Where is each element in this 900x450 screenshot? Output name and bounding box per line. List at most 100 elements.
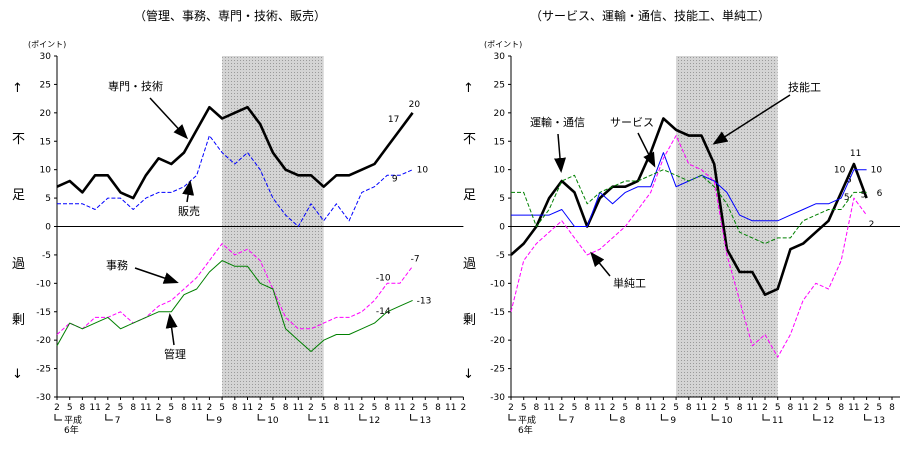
right-x-tick-label: 2 [864, 403, 870, 413]
annotation-transport-communication: 運輸・通信 [530, 115, 585, 129]
left-down-arrow: ↓ [12, 367, 23, 382]
left-year-label: 12 [369, 416, 380, 426]
arrow-service [637, 132, 656, 168]
left-x-tick-label: 2 [54, 403, 60, 413]
left-x-tick-label: 2 [359, 403, 365, 413]
right-x-tick-label: 2 [762, 403, 768, 413]
left-year-label: 10 [267, 416, 279, 426]
left-series-1-end-label: 10 [417, 166, 429, 176]
left-year-bracket [105, 414, 113, 421]
left-year-label: 11 [318, 416, 329, 426]
arrow-sales [182, 180, 195, 203]
left-series-3-end-label: -13 [417, 296, 432, 306]
left-x-tick-label: 11 [191, 403, 202, 413]
left-y-tick-label: 10 [40, 166, 52, 176]
left-x-tick-label: 8 [130, 403, 136, 413]
right-x-tick-label: 11 [543, 403, 554, 413]
right-year-bracket [660, 414, 669, 421]
left-y-tick-label: 20 [40, 109, 52, 119]
left-year-bracket [54, 414, 62, 421]
right-year-bracket [711, 414, 720, 421]
left-x-tick-label: 2 [257, 403, 263, 413]
right-x-tick-label: 8 [889, 403, 895, 413]
left-x-tick-label: 8 [80, 403, 86, 413]
right-unit-label: (ポイント) [484, 40, 522, 49]
right-surplus-label-1: 過 [463, 257, 476, 272]
right-series-0-end-label: 6 [877, 189, 883, 199]
right-x-tick-label: 2 [813, 403, 819, 413]
left-y-tick-label: -15 [36, 308, 51, 318]
right-series-0-prev-label: 11 [850, 149, 861, 159]
left-x-tick-label: 2 [461, 403, 467, 413]
right-year-label: 平成 [518, 414, 536, 426]
right-x-tick-label: 5 [622, 403, 628, 413]
left-x-tick-label: 2 [410, 403, 416, 413]
right-x-tick-label: 8 [788, 403, 794, 413]
left-x-tick-label: 11 [242, 403, 253, 413]
right-x-tick-label: 11 [696, 403, 707, 413]
left-x-tick-label: 2 [308, 403, 314, 413]
left-y-tick-label: -10 [36, 279, 51, 289]
right-y-tick-label: 10 [494, 166, 506, 176]
left-y-tick-label: 30 [40, 52, 52, 62]
right-year-bracket [508, 414, 516, 421]
left-surplus-label-2: 剰 [12, 313, 25, 328]
left-year-label: 8 [166, 416, 172, 426]
right-y-tick-label: 30 [494, 52, 506, 62]
right-x-tick-label: 8 [737, 403, 743, 413]
left-series-1 [57, 135, 413, 227]
right-series-3-prev-label: 5 [844, 193, 850, 203]
left-year-bracket [359, 414, 367, 421]
right-year-bracket [864, 414, 872, 421]
left-series-3 [56, 260, 413, 352]
right-y-tick-label: -15 [490, 308, 505, 318]
right-year-bracket [559, 414, 567, 421]
left-x-tick-label: 2 [105, 403, 111, 413]
annotation-sales: 販売 [178, 205, 200, 218]
right-series-1-prev-label: 10 [834, 166, 846, 176]
right-x-tick-label: 5 [876, 403, 882, 413]
left-x-tick-label: 5 [321, 403, 327, 413]
left-series-2-prev-label: -10 [376, 273, 391, 283]
left-x-tick-label: 11 [293, 403, 304, 413]
right-x-tick-label: 11 [747, 403, 758, 413]
right-y-tick-label: 20 [494, 109, 506, 119]
right-year-bracket [813, 414, 821, 421]
left-y-tick-label: 0 [45, 223, 51, 233]
left-series-0-prev-label: 17 [388, 115, 399, 125]
left-year-bracket [410, 414, 418, 421]
left-y-tick-label: -20 [36, 336, 51, 346]
right-series-2-prev-label: 6 [846, 175, 852, 185]
arrow-management [165, 313, 178, 346]
left-x-tick-label: 2 [207, 403, 213, 413]
right-year-label: 12 [823, 416, 834, 426]
left-series-0-end-label: 20 [409, 100, 421, 110]
left-x-tick-label: 5 [270, 403, 276, 413]
right-x-tick-label: 5 [724, 403, 730, 413]
right-x-tick-label: 11 [594, 403, 605, 413]
right-x-tick-label: 8 [635, 403, 641, 413]
left-year-bracket [206, 414, 215, 421]
left-x-tick-label: 8 [181, 403, 187, 413]
right-year-bracket [610, 414, 618, 421]
left-x-tick-label: 5 [168, 403, 174, 413]
right-x-tick-label: 2 [508, 403, 514, 413]
left-x-tick-label: 8 [232, 403, 238, 413]
right-chart-title: （サービス、運輸・通信、技能工、単純工） [530, 8, 770, 23]
right-down-arrow: ↓ [463, 367, 474, 382]
arrow-unskilled-workers [590, 251, 611, 277]
left-x-tick-label: 5 [422, 403, 428, 413]
annotation-management: 管理 [164, 347, 186, 361]
right-y-tick-label: -5 [496, 251, 505, 261]
right-year-label: 8 [620, 416, 626, 426]
left-unit-label: (ポイント) [28, 40, 66, 49]
right-series-3 [510, 135, 868, 358]
right-x-tick-label: 11 [899, 403, 900, 413]
left-x-tick-label: 5 [67, 403, 73, 413]
left-series-0 [56, 105, 414, 200]
left-year-bracket [257, 414, 266, 421]
right-series-3-end-label: 2 [869, 220, 875, 230]
right-x-tick-label: 11 [848, 403, 859, 413]
annotation-professional: 専門・技術 [108, 80, 163, 93]
